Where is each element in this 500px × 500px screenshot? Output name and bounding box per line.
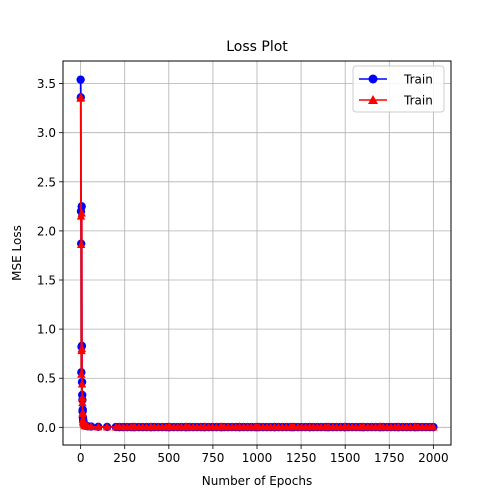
x-tick-label: 1750 bbox=[374, 451, 405, 465]
data-point-triangle bbox=[76, 240, 86, 249]
y-tick-label: 0.5 bbox=[37, 372, 56, 386]
axis-ticks: 0 250 500 750 1000 1250 1500 1750 2000 0.0 0.5 1.0 1… bbox=[37, 77, 449, 465]
y-axis-label: MSE Loss bbox=[10, 225, 24, 281]
x-tick-label: 1500 bbox=[330, 451, 361, 465]
series-layer bbox=[76, 75, 438, 432]
data-point-triangle bbox=[78, 407, 87, 416]
legend: Train Train bbox=[352, 65, 445, 113]
y-tick-label: 1.5 bbox=[37, 274, 56, 288]
legend-marker-triangle bbox=[368, 95, 378, 104]
data-point-triangle bbox=[78, 393, 87, 402]
data-point-triangle bbox=[76, 92, 86, 101]
y-tick-label: 2.0 bbox=[37, 224, 56, 238]
chart-title: Loss Plot bbox=[226, 39, 288, 55]
y-tick-label: 2.5 bbox=[37, 175, 56, 189]
data-point-circle bbox=[76, 75, 85, 84]
x-axis-label: Number of Epochs bbox=[202, 474, 312, 488]
y-tick-label: 3.0 bbox=[37, 126, 56, 140]
x-tick-label: 0 bbox=[77, 451, 85, 465]
legend-marker-circle bbox=[368, 74, 378, 84]
data-point-triangle bbox=[94, 422, 103, 431]
data-point-triangle bbox=[87, 422, 96, 431]
x-tick-label: 1250 bbox=[286, 451, 317, 465]
y-tick-label: 1.0 bbox=[37, 323, 56, 337]
x-tick-label: 2000 bbox=[418, 451, 449, 465]
data-point-triangle bbox=[77, 379, 87, 388]
x-tick-label: 750 bbox=[201, 451, 224, 465]
x-tick-label: 250 bbox=[113, 451, 136, 465]
data-point-triangle bbox=[77, 208, 86, 217]
legend-label-series-2: Train bbox=[403, 94, 433, 108]
data-point-triangle bbox=[77, 369, 86, 378]
y-tick-label: 3.5 bbox=[37, 77, 56, 91]
grid-lines bbox=[63, 61, 451, 445]
x-tick-label: 1000 bbox=[242, 451, 273, 465]
series-2 bbox=[76, 92, 438, 431]
data-point-triangle bbox=[102, 422, 112, 431]
data-point-triangle bbox=[425, 422, 435, 431]
data-point-triangle bbox=[78, 398, 87, 407]
x-tick-label: 500 bbox=[157, 451, 180, 465]
y-tick-label: 0.0 bbox=[37, 421, 56, 435]
legend-label-series-1: Train bbox=[403, 73, 433, 87]
data-point-triangle bbox=[77, 344, 87, 353]
